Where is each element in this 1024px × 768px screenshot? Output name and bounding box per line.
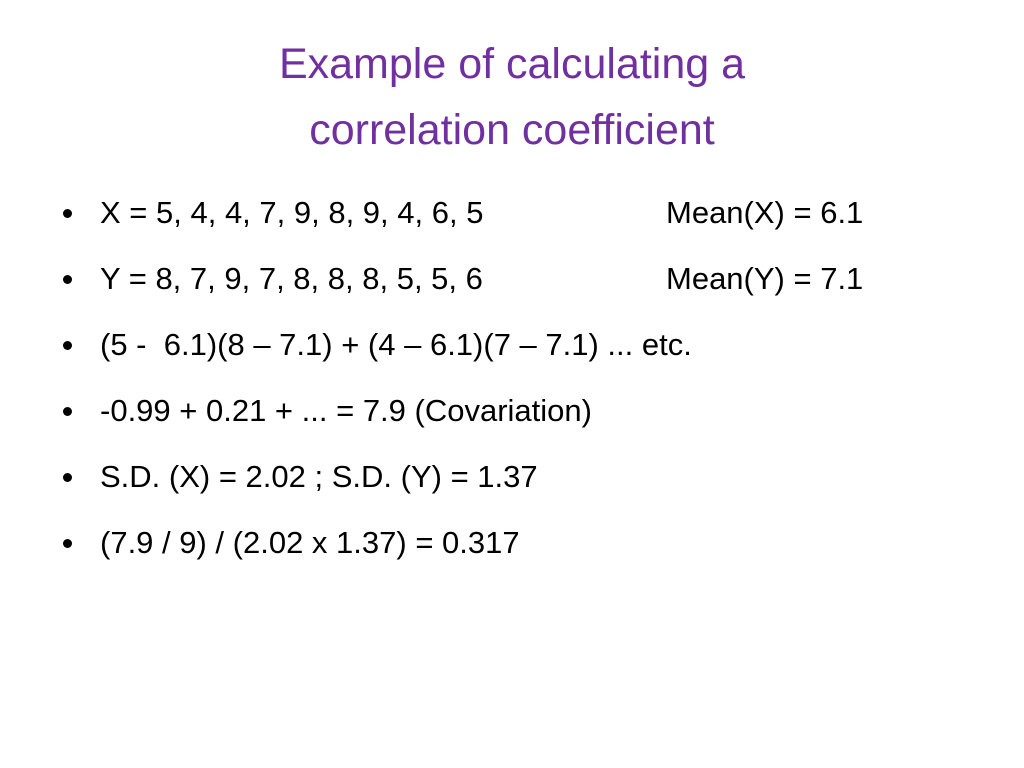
slide-title: Example of calculating a xyxy=(278,40,746,88)
bullet-dot xyxy=(63,539,72,548)
bullet-item: X = 5, 4, 4, 7, 9, 8, 9, 4, 6, 5 Mean(X) … xyxy=(0,183,1024,243)
slide-title: correlation coefficient xyxy=(309,106,715,154)
bullet-text: S.D. (X) = 2.02 ; S.D. (Y) = 1.37 xyxy=(100,459,538,494)
bullet-text: (7.9 / 9) / (2.02 x 1.37) = 0.317 xyxy=(100,525,520,560)
bullet-text: X = 5, 4, 4, 7, 9, 8, 9, 4, 6, 5 xyxy=(100,195,484,230)
bullet-item: S.D. (X) = 2.02 ; S.D. (Y) = 1.37 xyxy=(0,447,1024,507)
bullet-item: (7.9 / 9) / (2.02 x 1.37) = 0.317 xyxy=(0,513,1024,573)
bullet-dot xyxy=(63,209,72,218)
bullet-dot xyxy=(63,341,72,350)
bullet-text: -0.99 + 0.21 + ... = 7.9 (Covariation) xyxy=(100,393,592,428)
bullet-dot xyxy=(63,407,72,416)
bullet-dot xyxy=(63,275,72,284)
bullet-item: (5 - 6.1)(8 – 7.1) + (4 – 6.1)(7 – 7.1) … xyxy=(0,315,1024,375)
bullet-item: Y = 8, 7, 9, 7, 8, 8, 8, 5, 5, 6 Mean(Y) … xyxy=(0,249,1024,309)
bullet-item: -0.99 + 0.21 + ... = 7.9 (Covariation) xyxy=(0,381,1024,441)
bullet-text: Y = 8, 7, 9, 7, 8, 8, 8, 5, 5, 6 xyxy=(100,261,483,296)
bullet-aside: Mean(X) = 6.1 xyxy=(666,195,864,230)
bullet-aside: Mean(Y) = 7.1 xyxy=(666,261,864,296)
bullet-text: (5 - 6.1)(8 – 7.1) + (4 – 6.1)(7 – 7.1) … xyxy=(100,327,692,362)
bullet-dot xyxy=(63,473,72,482)
